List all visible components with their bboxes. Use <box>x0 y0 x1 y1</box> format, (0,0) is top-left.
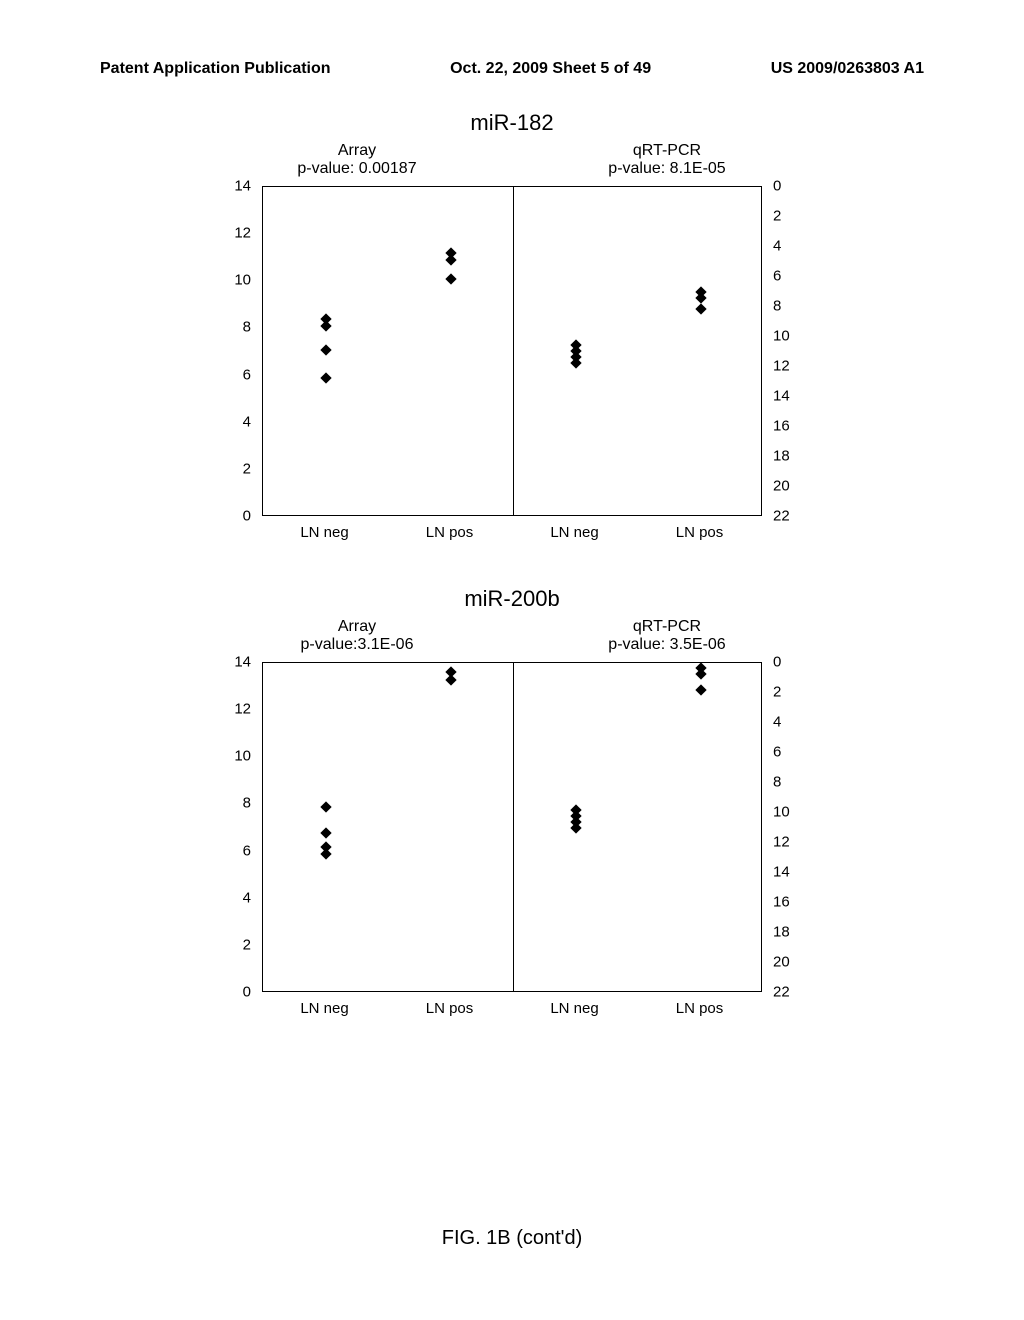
page-header: Patent Application Publication Oct. 22, … <box>0 60 1024 78</box>
pvalue-qrtpcr: p-value: 3.5E-06 <box>512 636 822 654</box>
pvalue-row: p-value:3.1E-06 p-value: 3.5E-06 <box>202 636 822 654</box>
x-axis-labels: LN neg LN pos LN neg LN pos <box>262 1000 762 1022</box>
x-label: LN neg <box>262 524 387 546</box>
y-tick-label: 0 <box>773 654 781 671</box>
data-point <box>445 273 456 284</box>
y-tick-label: 22 <box>773 984 790 1001</box>
y-tick-label: 20 <box>773 478 790 495</box>
panel-divider <box>513 187 514 515</box>
data-point <box>320 801 331 812</box>
y-tick-label: 22 <box>773 508 790 525</box>
y-tick-label: 0 <box>243 508 251 525</box>
y-tick-label: 8 <box>243 795 251 812</box>
y-tick-label: 14 <box>234 654 251 671</box>
x-label: LN neg <box>512 524 637 546</box>
y-tick-label: 8 <box>773 298 781 315</box>
panel-label-qrtpcr: qRT-PCR <box>512 142 822 160</box>
y-tick-label: 12 <box>773 834 790 851</box>
panel-label-qrtpcr: qRT-PCR <box>512 618 822 636</box>
y-axis-right: 0246810121416182022 <box>767 186 822 516</box>
y-tick-label: 10 <box>234 748 251 765</box>
plot-area <box>262 186 762 516</box>
data-point <box>445 254 456 265</box>
y-tick-label: 14 <box>773 388 790 405</box>
y-axis-left: 02468101214 <box>202 186 257 516</box>
plot-area <box>262 662 762 992</box>
data-point <box>320 320 331 331</box>
y-tick-label: 2 <box>773 208 781 225</box>
chart-mir182: miR-182 Array qRT-PCR p-value: 0.00187 p… <box>202 110 822 546</box>
data-point <box>320 827 331 838</box>
panel-labels: Array qRT-PCR <box>202 618 822 636</box>
figure-caption: FIG. 1B (cont'd) <box>0 1227 1024 1250</box>
header-left: Patent Application Publication <box>100 60 331 78</box>
y-tick-label: 6 <box>773 744 781 761</box>
panel-labels: Array qRT-PCR <box>202 142 822 160</box>
chart-title: miR-182 <box>202 110 822 136</box>
pvalue-qrtpcr: p-value: 8.1E-05 <box>512 160 822 178</box>
x-label: LN pos <box>637 524 762 546</box>
pvalue-row: p-value: 0.00187 p-value: 8.1E-05 <box>202 160 822 178</box>
x-label: LN pos <box>387 1000 512 1022</box>
y-tick-label: 10 <box>234 272 251 289</box>
plot-frame: 02468101214 0246810121416182022 LN neg L… <box>202 186 822 546</box>
panel-label-array: Array <box>202 142 512 160</box>
charts-area: miR-182 Array qRT-PCR p-value: 0.00187 p… <box>0 110 1024 1022</box>
y-tick-label: 0 <box>773 178 781 195</box>
y-tick-label: 16 <box>773 894 790 911</box>
y-axis-right: 0246810121416182022 <box>767 662 822 992</box>
data-point <box>695 303 706 314</box>
data-point <box>445 674 456 685</box>
y-tick-label: 2 <box>243 936 251 953</box>
x-label: LN neg <box>262 1000 387 1022</box>
y-tick-label: 10 <box>773 804 790 821</box>
y-tick-label: 10 <box>773 328 790 345</box>
y-tick-label: 0 <box>243 984 251 1001</box>
y-tick-label: 18 <box>773 448 790 465</box>
panel-label-array: Array <box>202 618 512 636</box>
header-right: US 2009/0263803 A1 <box>771 60 924 78</box>
x-label: LN neg <box>512 1000 637 1022</box>
y-tick-label: 14 <box>773 864 790 881</box>
pvalue-array: p-value: 0.00187 <box>202 160 512 178</box>
x-axis-labels: LN neg LN pos LN neg LN pos <box>262 524 762 546</box>
y-tick-label: 8 <box>773 774 781 791</box>
pvalue-array: p-value:3.1E-06 <box>202 636 512 654</box>
y-tick-label: 2 <box>243 460 251 477</box>
plot-frame: 02468101214 0246810121416182022 LN neg L… <box>202 662 822 1022</box>
y-tick-label: 4 <box>243 413 251 430</box>
data-point <box>320 372 331 383</box>
x-label: LN pos <box>637 1000 762 1022</box>
y-tick-label: 4 <box>773 238 781 255</box>
y-tick-label: 16 <box>773 418 790 435</box>
data-point <box>695 684 706 695</box>
page: Patent Application Publication Oct. 22, … <box>0 0 1024 1320</box>
y-tick-label: 12 <box>234 701 251 718</box>
chart-title: miR-200b <box>202 586 822 612</box>
y-tick-label: 6 <box>243 842 251 859</box>
y-tick-label: 12 <box>773 358 790 375</box>
panel-divider <box>513 663 514 991</box>
y-tick-label: 8 <box>243 319 251 336</box>
y-tick-label: 12 <box>234 225 251 242</box>
header-center: Oct. 22, 2009 Sheet 5 of 49 <box>450 60 651 78</box>
y-tick-label: 4 <box>243 889 251 906</box>
data-point <box>320 848 331 859</box>
chart-mir200b: miR-200b Array qRT-PCR p-value:3.1E-06 p… <box>202 586 822 1022</box>
y-tick-label: 6 <box>773 268 781 285</box>
y-axis-left: 02468101214 <box>202 662 257 992</box>
data-point <box>320 344 331 355</box>
y-tick-label: 2 <box>773 684 781 701</box>
y-tick-label: 18 <box>773 924 790 941</box>
x-label: LN pos <box>387 524 512 546</box>
y-tick-label: 4 <box>773 714 781 731</box>
y-tick-label: 14 <box>234 178 251 195</box>
y-tick-label: 6 <box>243 366 251 383</box>
y-tick-label: 20 <box>773 954 790 971</box>
